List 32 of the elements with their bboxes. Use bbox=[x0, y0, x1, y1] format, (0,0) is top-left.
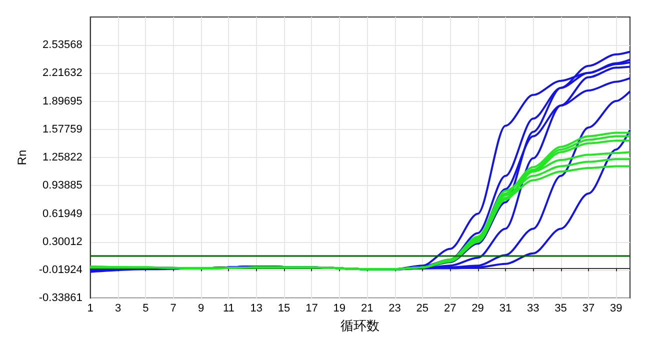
y-tick-label: 0.93885 bbox=[42, 180, 82, 192]
x-tick-label: 25 bbox=[416, 302, 429, 315]
x-tick-label: 1 bbox=[87, 302, 94, 315]
x-tick-label: 5 bbox=[142, 302, 149, 315]
x-tick-label: 21 bbox=[360, 302, 374, 315]
y-tick-label: 0.30012 bbox=[42, 236, 82, 248]
x-tick-label: 37 bbox=[582, 302, 595, 315]
x-tick-label: 31 bbox=[499, 302, 512, 315]
y-axis-title: Rn bbox=[15, 150, 29, 166]
x-tick-label: 29 bbox=[472, 302, 484, 315]
y-tick-label: -0.33861 bbox=[38, 292, 82, 304]
y-tick-label: 2.53568 bbox=[42, 39, 82, 52]
x-tick-label: 23 bbox=[388, 302, 401, 315]
x-tick-label: 19 bbox=[333, 302, 346, 315]
x-axis-title: 循环数 bbox=[340, 318, 380, 333]
x-tick-label: 39 bbox=[610, 302, 622, 315]
y-tick-label: 1.57759 bbox=[42, 123, 82, 136]
x-tick-label: 33 bbox=[527, 302, 540, 315]
x-tick-label: 3 bbox=[114, 302, 122, 315]
y-tick-label: 1.25822 bbox=[42, 152, 82, 164]
x-tick-label: 35 bbox=[554, 302, 567, 315]
y-tick-label: -0.01924 bbox=[38, 264, 82, 276]
x-tick-label: 15 bbox=[278, 302, 290, 315]
x-tick-label: 27 bbox=[444, 302, 456, 315]
x-tick-label: 9 bbox=[198, 302, 204, 315]
y-tick-label: 2.21632 bbox=[42, 67, 82, 80]
x-tick-label: 7 bbox=[170, 302, 176, 315]
x-tick-label: 17 bbox=[306, 302, 318, 315]
x-tick-label: 11 bbox=[222, 302, 234, 315]
y-tick-label: 1.89695 bbox=[42, 95, 82, 108]
x-tick-label: 13 bbox=[250, 302, 263, 315]
y-tick-label: 0.61949 bbox=[42, 208, 82, 220]
